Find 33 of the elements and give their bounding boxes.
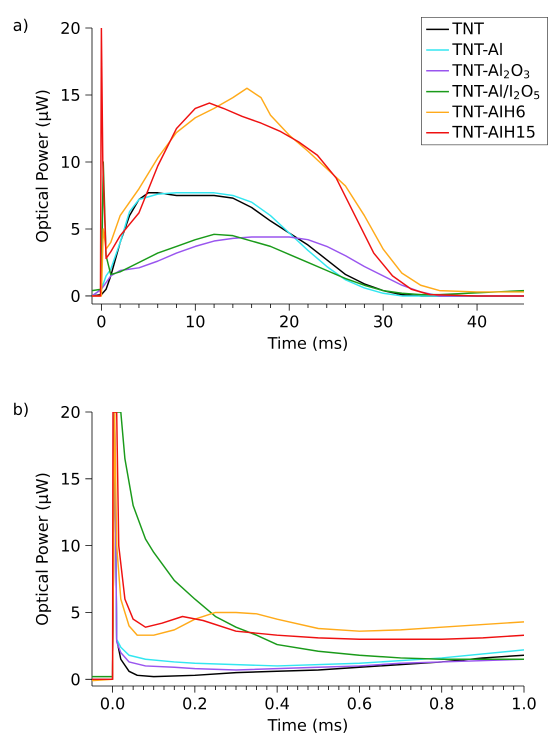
legend-label: TNT-AIH15 <box>452 126 534 138</box>
y-tick-label: 20 <box>61 22 80 34</box>
y-tick-label: 15 <box>62 472 80 485</box>
x-tick-label: 40 <box>468 315 486 328</box>
x-tick-label: 0.8 <box>430 697 454 710</box>
legend-label: TNT <box>452 22 484 34</box>
x-axis-title: Time (ms) <box>268 718 347 733</box>
x-tick-label: 20 <box>280 315 298 328</box>
y-tick-label: 10 <box>62 540 80 552</box>
legend-label: TNT-AIH6 <box>452 105 525 118</box>
legend-label: TNT-Al$_{2}$O$_{3}$ <box>452 64 530 78</box>
y-tick-label: 15 <box>62 89 80 101</box>
x-tick-label: 0.2 <box>183 697 206 710</box>
x-tick-label: 10 <box>186 315 204 328</box>
legend-label: TNT-Al <box>452 42 502 56</box>
y-tick-label: 10 <box>62 156 80 168</box>
legend-label: TNT-Al/I$_{2}$O$_{5}$ <box>452 84 540 100</box>
text: b) <box>14 402 28 417</box>
y-axis-title: Optical Power (μW) <box>36 474 52 625</box>
y-tick-label: 5 <box>72 606 80 618</box>
x-tick-label: 0.4 <box>265 697 289 710</box>
y-tick-label: 5 <box>72 223 80 235</box>
y-axis-title: Optical Power (μW) <box>36 90 52 242</box>
y-tick-label: 0 <box>71 673 80 686</box>
x-tick-label: 0 <box>97 315 106 328</box>
x-tick-label: 0.0 <box>100 697 124 710</box>
x-tick-label: 1.0 <box>513 697 536 710</box>
x-tick-label: 30 <box>374 315 392 328</box>
y-tick-label: 20 <box>61 406 80 418</box>
y-tick-label: 0 <box>71 290 80 302</box>
x-tick-label: 0.6 <box>348 697 372 710</box>
text: a) <box>14 18 28 33</box>
x-axis-title: Time (ms) <box>268 336 347 351</box>
